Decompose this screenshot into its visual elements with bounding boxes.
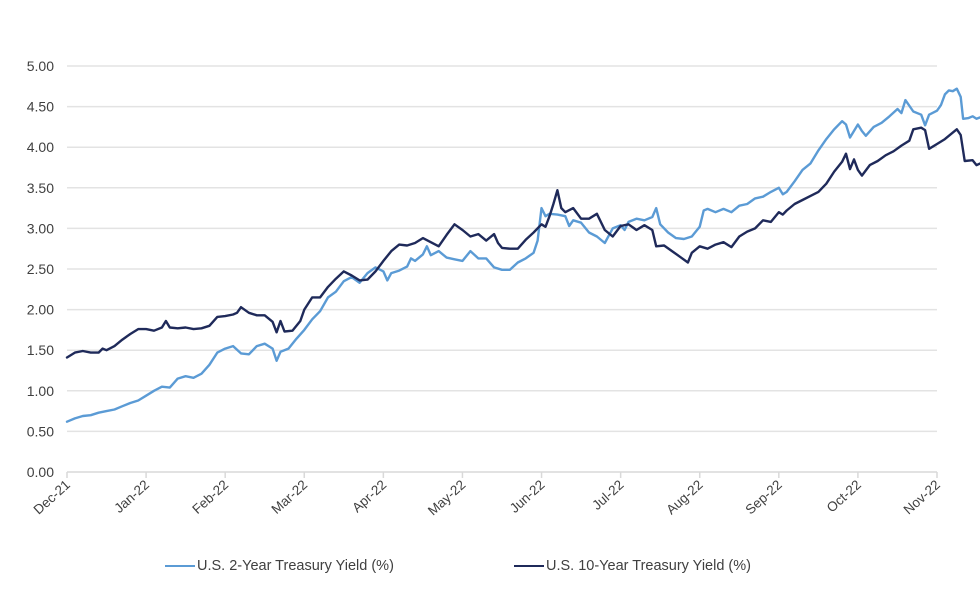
x-tick-label: Sep-22: [742, 477, 784, 517]
y-tick-label: 1.50: [27, 342, 54, 358]
x-tick-label: Jul-22: [589, 477, 626, 513]
y-tick-label: 0.00: [27, 464, 54, 480]
y-tick-label: 4.00: [27, 139, 54, 155]
legend-label-10-year: U.S. 10-Year Treasury Yield (%): [546, 558, 751, 574]
y-tick-label: 5.00: [27, 58, 54, 74]
x-tick-label: Oct-22: [824, 477, 864, 515]
y-tick-label: 3.00: [27, 220, 54, 236]
x-axis-ticks: Dec-21 Jan-22 Feb-22 Mar-22 Apr-22 May-22 Jun-…: [31, 472, 943, 518]
legend-label-2-year: U.S. 2-Year Treasury Yield (%): [197, 558, 394, 574]
legend-item-10-year: U.S. 10-Year Treasury Yield (%): [514, 558, 751, 574]
y-tick-label: 0.50: [27, 423, 54, 439]
x-tick-label: Jun-22: [507, 477, 548, 516]
y-tick-label: 1.00: [27, 383, 54, 399]
y-tick-label: 4.50: [27, 99, 54, 115]
x-tick-label: Mar-22: [268, 477, 310, 517]
series-lines: [65, 87, 980, 423]
legend-swatch-2-year: [165, 565, 195, 567]
x-tick-label: Jan-22: [111, 477, 152, 516]
x-tick-label: Aug-22: [663, 477, 705, 517]
series-line-2-year-yield: [65, 87, 980, 423]
y-tick-label: 3.50: [27, 180, 54, 196]
y-axis-ticks: 0.00 0.50 1.00 1.50 2.00 2.50 3.00 3.50 4.00 4.50…: [27, 58, 54, 480]
legend-item-2-year: U.S. 2-Year Treasury Yield (%): [165, 558, 394, 574]
series-line-10-year-yield: [65, 126, 980, 359]
legend: U.S. 2-Year Treasury Yield (%) U.S. 10-Y…: [0, 558, 980, 582]
y-tick-label: 2.50: [27, 261, 54, 277]
x-tick-label: Feb-22: [189, 477, 231, 517]
x-tick-label: Nov-22: [901, 477, 943, 517]
x-tick-label: Dec-21: [31, 477, 73, 517]
y-tick-label: 2.00: [27, 302, 54, 318]
legend-swatch-10-year: [514, 565, 544, 567]
x-tick-label: Apr-22: [349, 477, 389, 515]
x-tick-label: May-22: [425, 477, 468, 518]
